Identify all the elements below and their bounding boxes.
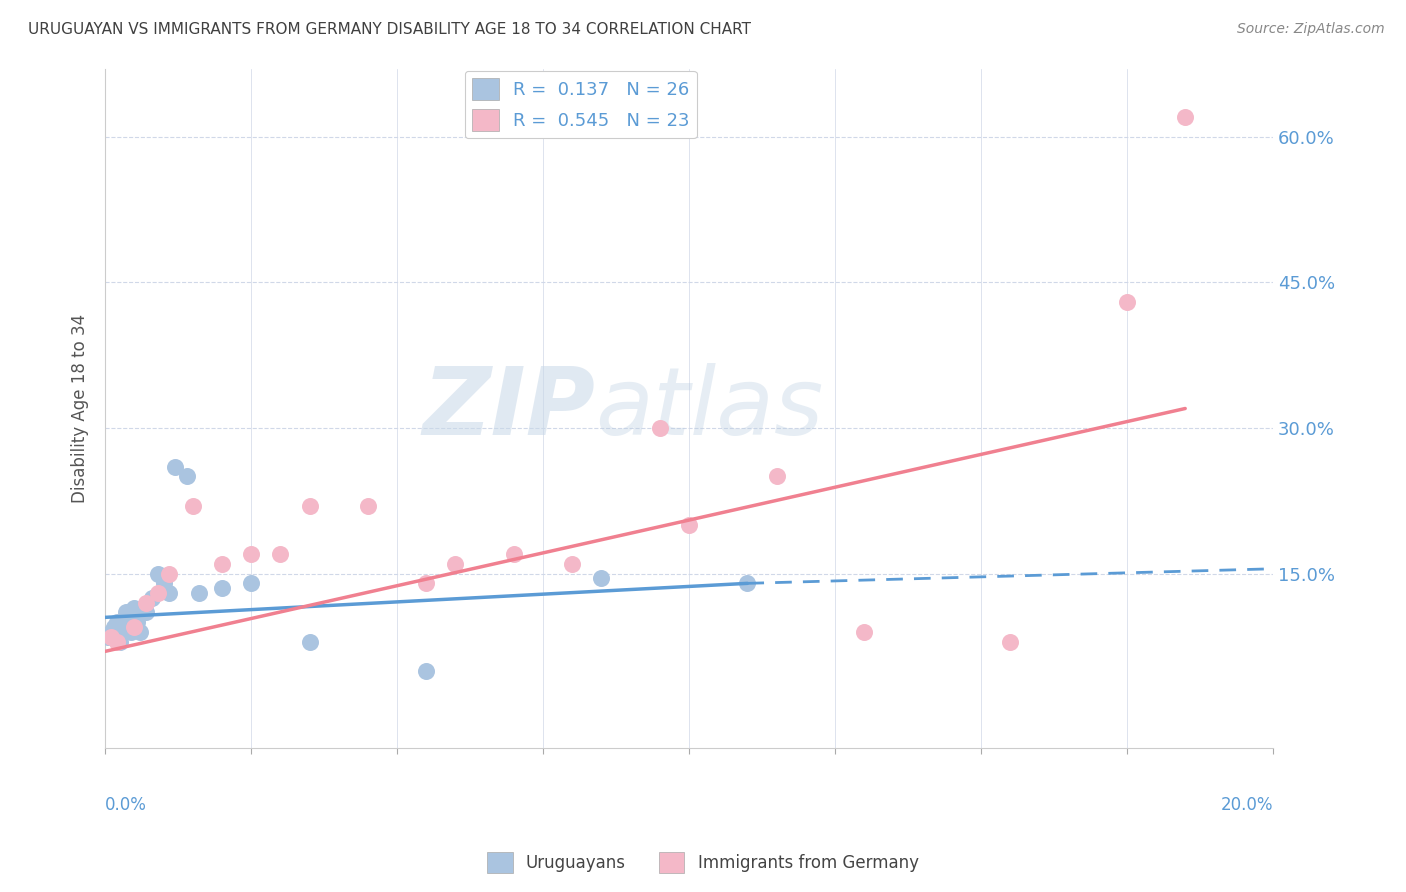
Point xyxy=(357,499,380,513)
Text: atlas: atlas xyxy=(596,363,824,454)
Point xyxy=(97,630,120,644)
Point xyxy=(159,586,181,600)
Point xyxy=(415,576,437,591)
Point xyxy=(100,630,122,644)
Text: Source: ZipAtlas.com: Source: ZipAtlas.com xyxy=(1237,22,1385,37)
Point xyxy=(135,606,157,620)
Point xyxy=(998,634,1021,648)
Point xyxy=(737,576,759,591)
Point xyxy=(269,547,291,561)
Point xyxy=(105,634,128,648)
Point xyxy=(100,624,122,639)
Point xyxy=(103,620,125,634)
Legend: Uruguayans, Immigrants from Germany: Uruguayans, Immigrants from Germany xyxy=(481,846,925,880)
Point xyxy=(114,606,136,620)
Point xyxy=(187,586,209,600)
Point xyxy=(105,615,128,630)
Point xyxy=(415,664,437,678)
Point xyxy=(111,620,134,634)
Point xyxy=(159,566,181,581)
Point xyxy=(1174,110,1197,124)
Point xyxy=(135,596,157,610)
Point xyxy=(561,557,583,571)
Point xyxy=(444,557,467,571)
Point xyxy=(146,586,169,600)
Point xyxy=(124,620,146,634)
Point xyxy=(165,459,187,474)
Point xyxy=(648,421,671,435)
Point xyxy=(176,469,198,483)
Point xyxy=(127,615,149,630)
Point xyxy=(765,469,787,483)
Text: 0.0%: 0.0% xyxy=(105,796,148,814)
Y-axis label: Disability Age 18 to 34: Disability Age 18 to 34 xyxy=(72,314,89,503)
Point xyxy=(117,610,139,624)
Point xyxy=(853,624,876,639)
Point xyxy=(502,547,524,561)
Point xyxy=(240,547,263,561)
Point xyxy=(240,576,263,591)
Point xyxy=(1115,294,1137,309)
Text: ZIP: ZIP xyxy=(423,362,596,455)
Text: URUGUAYAN VS IMMIGRANTS FROM GERMANY DISABILITY AGE 18 TO 34 CORRELATION CHART: URUGUAYAN VS IMMIGRANTS FROM GERMANY DIS… xyxy=(28,22,751,37)
Text: 20.0%: 20.0% xyxy=(1220,796,1272,814)
Point xyxy=(124,600,146,615)
Point xyxy=(298,499,321,513)
Point xyxy=(678,518,700,533)
Point xyxy=(146,566,169,581)
Point xyxy=(591,572,613,586)
Legend: R =  0.137   N = 26, R =  0.545   N = 23: R = 0.137 N = 26, R = 0.545 N = 23 xyxy=(464,70,697,138)
Point xyxy=(129,624,152,639)
Point xyxy=(211,581,233,595)
Point xyxy=(211,557,233,571)
Point xyxy=(141,591,163,605)
Point xyxy=(181,499,204,513)
Point xyxy=(121,624,143,639)
Point xyxy=(108,634,131,648)
Point xyxy=(152,576,174,591)
Point xyxy=(298,634,321,648)
